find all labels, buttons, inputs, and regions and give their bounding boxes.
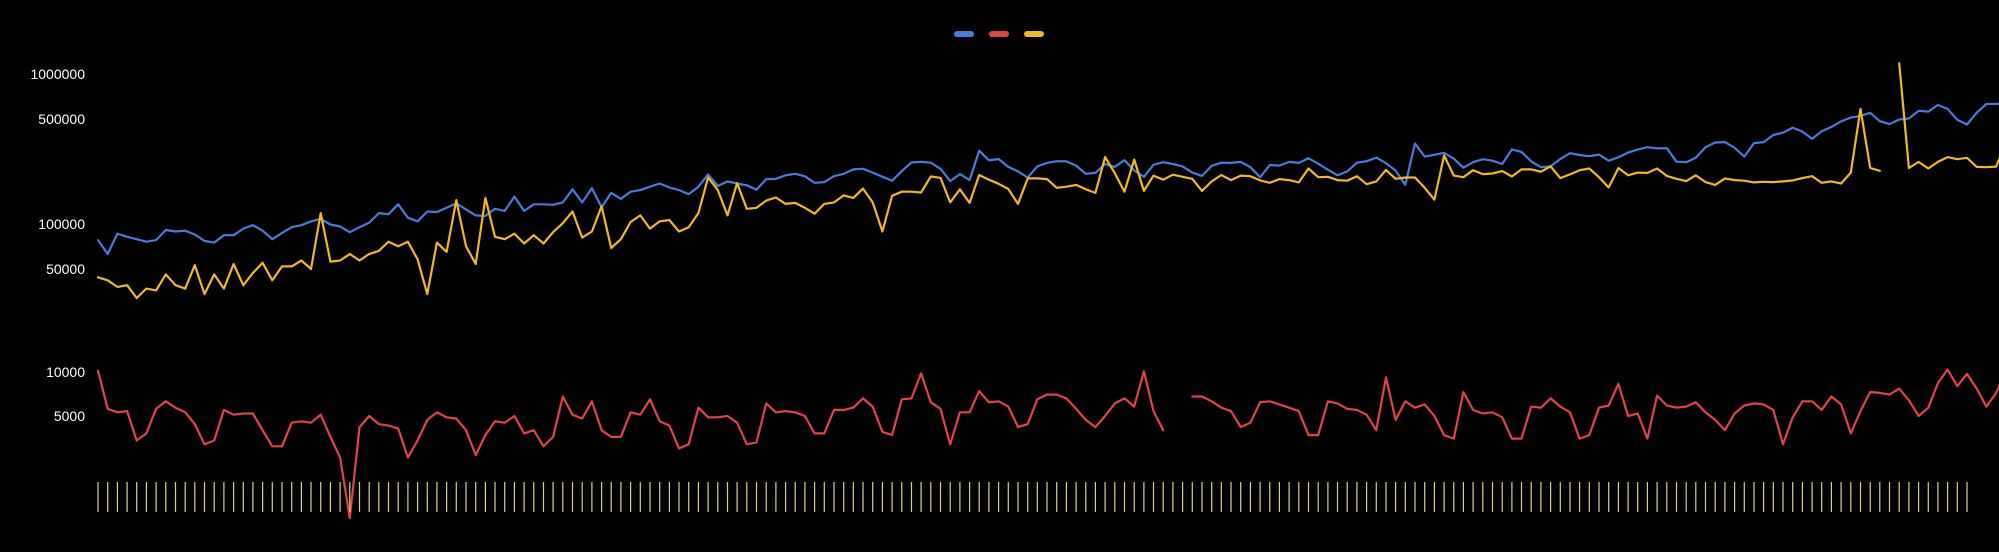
lower-y-tick-label-10000: 10000	[46, 364, 85, 380]
series-line-blue	[96, 102, 1999, 256]
lower-y-tick-label-5000: 5000	[54, 408, 85, 424]
series-line-red	[96, 368, 1999, 520]
lower-y-axis: 10000 5000	[46, 364, 85, 424]
upper-y-tick-label-500000: 500000	[38, 111, 85, 127]
upper-y-tick-label-100000: 100000	[38, 216, 85, 232]
upper-y-tick-label-50000: 50000	[46, 261, 85, 277]
upper-y-tick-label-1000000: 1000000	[30, 66, 85, 82]
lower-panel-series	[96, 368, 1999, 520]
x-axis-ticks	[97, 482, 1968, 512]
upper-y-axis: 1000000 500000 100000 50000	[30, 66, 85, 277]
series-line-yellow	[96, 62, 1999, 300]
upper-panel-series	[96, 62, 1999, 300]
